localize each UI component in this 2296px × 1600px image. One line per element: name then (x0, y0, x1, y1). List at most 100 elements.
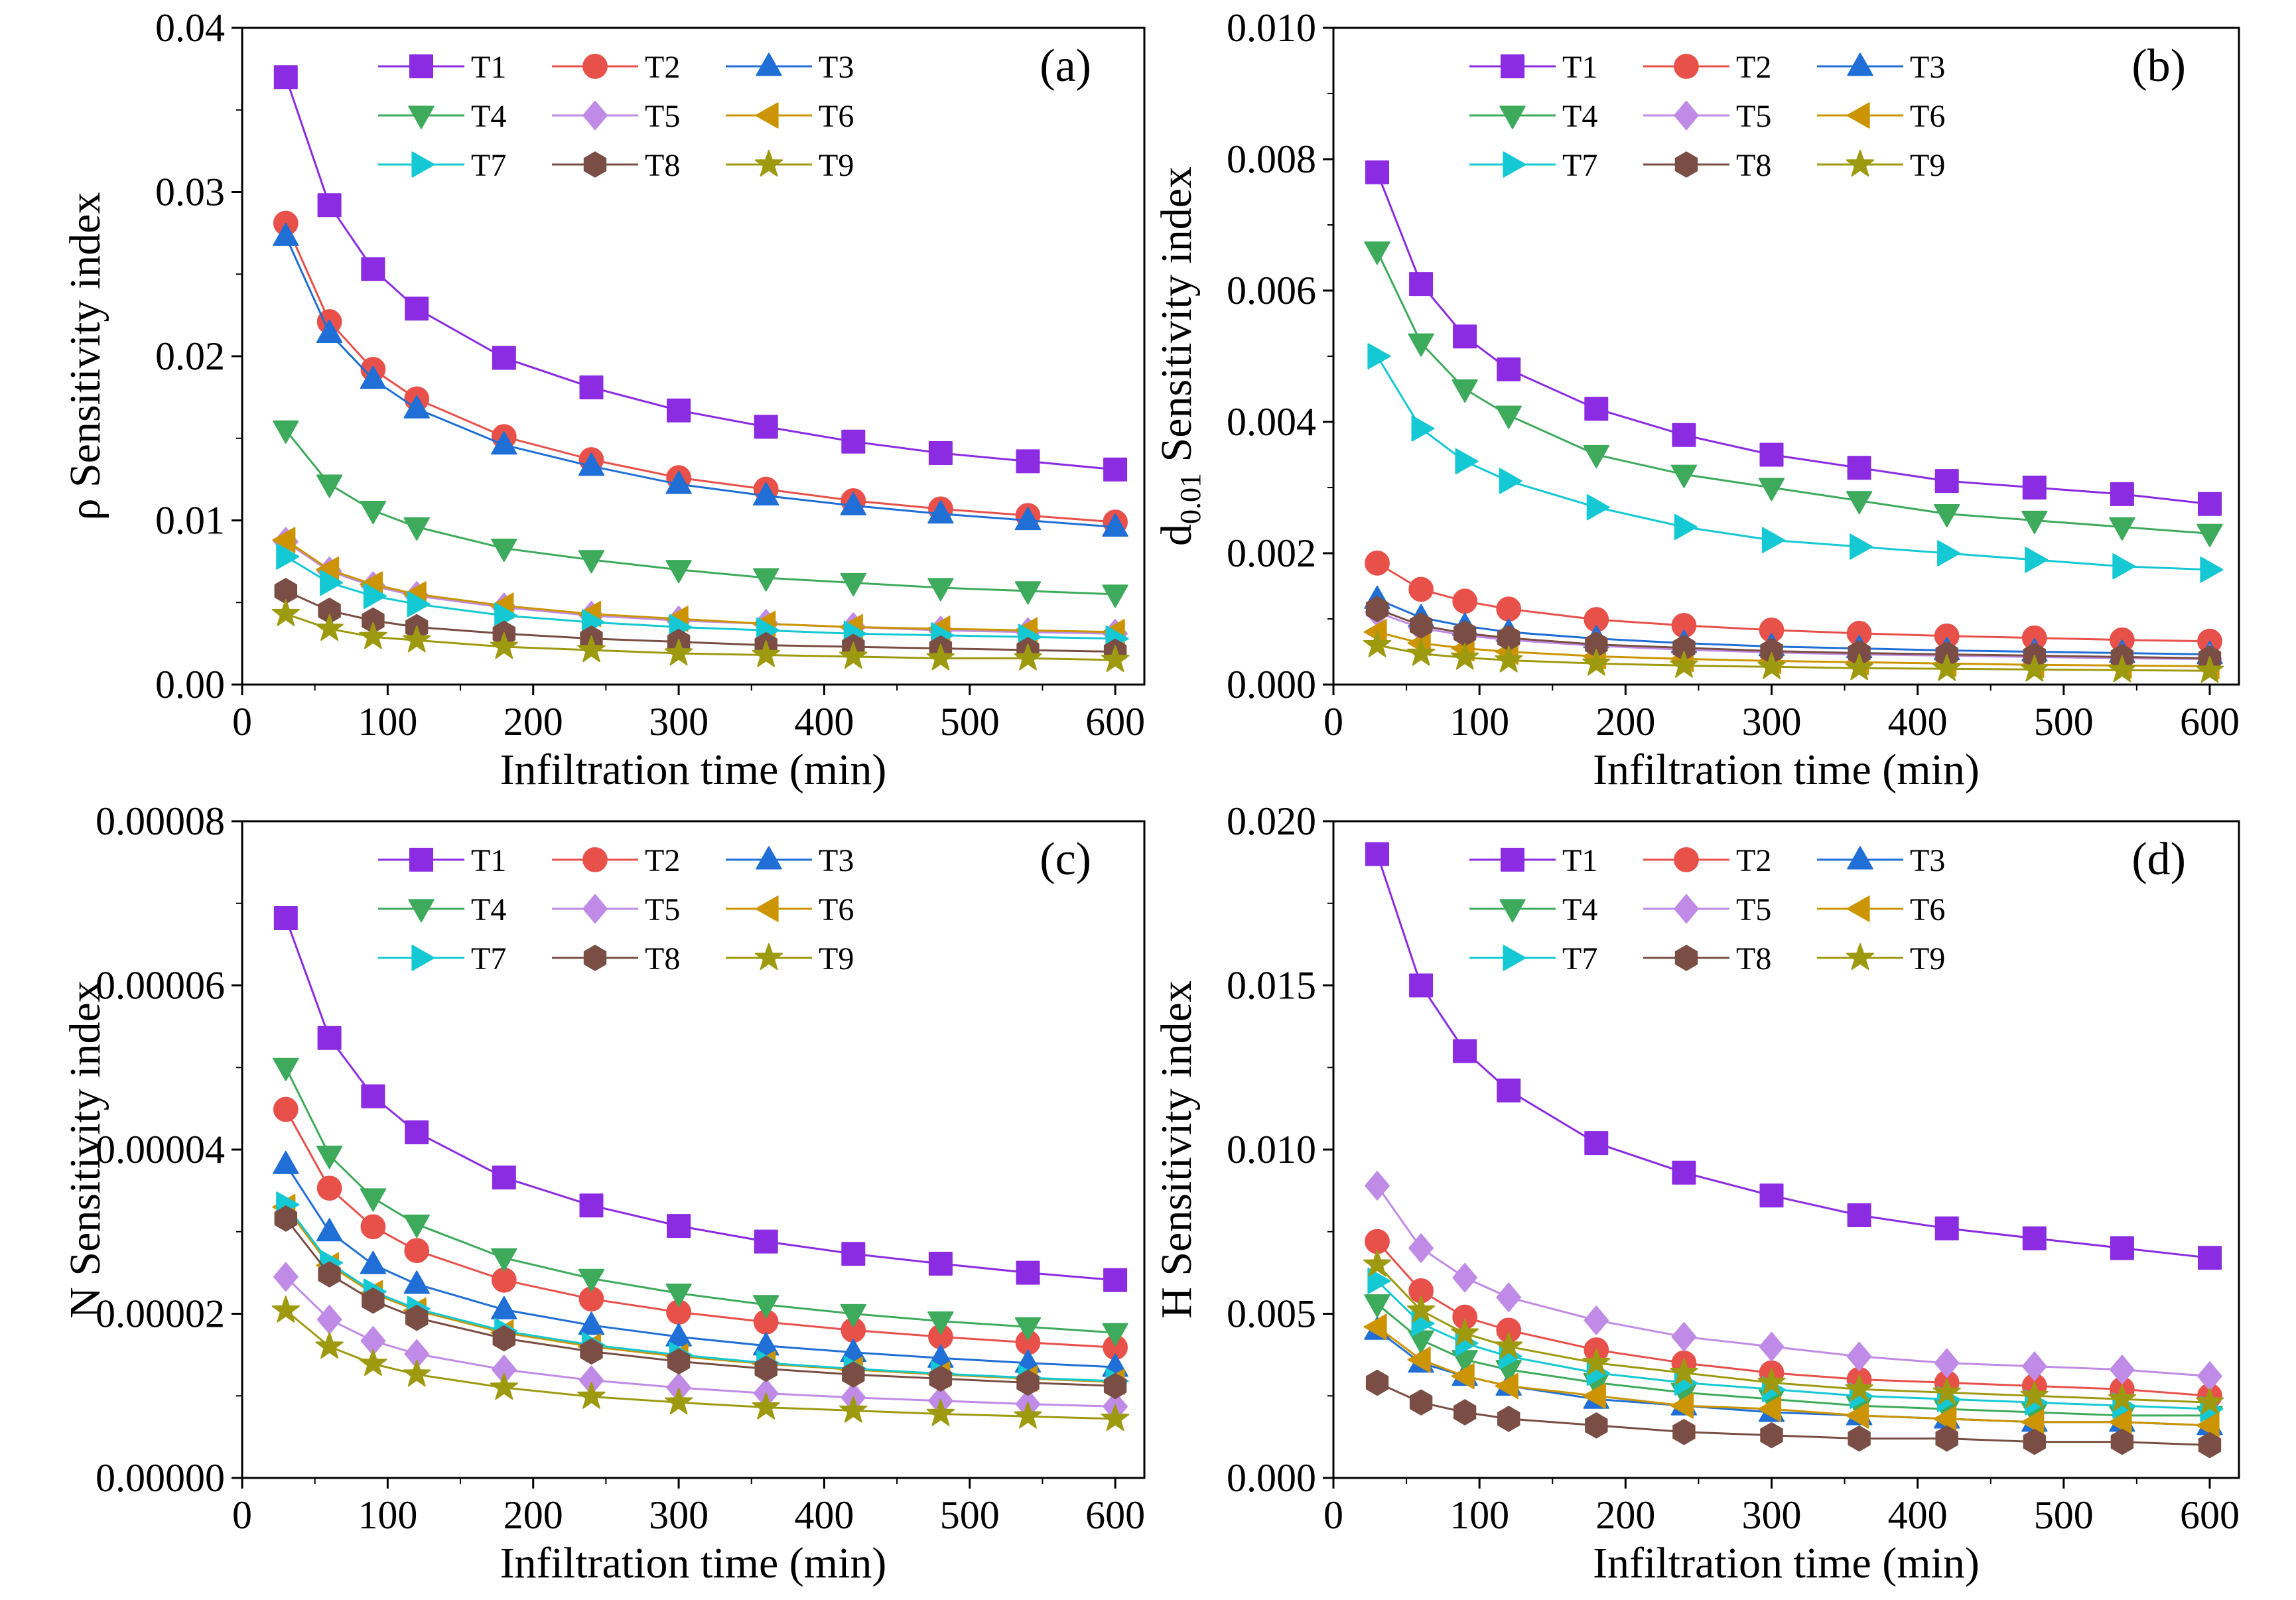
data-point-t9 (1582, 1348, 1611, 1375)
data-point-t3 (316, 319, 343, 343)
legend-marker (411, 151, 435, 178)
legend-entry-t1: T1 (378, 843, 506, 878)
legend-marker (1846, 149, 1875, 177)
legend-entry-t7: T7 (378, 941, 506, 976)
data-point-t7 (1937, 540, 1961, 567)
x-tick-label: 300 (649, 1493, 709, 1537)
data-point-t1 (2110, 1236, 2134, 1260)
data-point-t9 (271, 599, 300, 626)
data-point-t9 (1845, 1374, 1873, 1402)
data-point-t1 (1847, 456, 1871, 480)
data-point-t7 (320, 569, 344, 596)
legend-label: T4 (471, 99, 506, 134)
legend-label: T3 (1910, 50, 1945, 85)
data-point-t9 (1101, 1404, 1130, 1432)
series-t1 (273, 65, 1128, 482)
data-point-t7 (1586, 494, 1610, 521)
data-point-t9 (1363, 630, 1392, 657)
data-point-t1 (361, 1084, 385, 1108)
data-point-t2 (1452, 588, 1477, 614)
legend-label: T8 (645, 941, 680, 976)
data-point-t8 (2198, 1432, 2222, 1459)
data-point-t1 (1103, 457, 1128, 482)
data-point-t7 (363, 582, 387, 610)
data-point-t4 (1364, 241, 1390, 265)
data-point-t8 (1585, 1412, 1608, 1439)
data-point-t4 (578, 550, 605, 574)
data-point-t1 (579, 1193, 604, 1218)
legend-label: T1 (471, 843, 506, 878)
data-point-t9 (271, 1296, 300, 1323)
data-point-t9 (2195, 1387, 2224, 1415)
data-point-t5 (1759, 1331, 1785, 1362)
series-line-t2 (1376, 1240, 2210, 1397)
legend-marker (582, 847, 608, 872)
chart-panel-3: 0 100 200 300 400 500 600 0.00000 0.00002 0.00004… (61, 799, 1146, 1587)
x-tick-label: 600 (2180, 700, 2240, 744)
legend-label: T1 (1562, 843, 1597, 878)
data-point-t6 (1451, 1363, 1475, 1390)
data-point-t4 (1102, 584, 1128, 608)
x-tick-label: 100 (358, 1493, 417, 1537)
legend-marker (582, 100, 608, 131)
y-tick-label: 0.008 (1227, 137, 1316, 181)
data-point-t4 (1583, 444, 1609, 468)
data-point-t9 (1495, 1331, 1523, 1359)
data-point-t7 (1761, 527, 1785, 553)
data-point-t3 (403, 1270, 430, 1294)
legend-label: T7 (471, 148, 506, 183)
legend-label: T2 (1736, 843, 1771, 878)
data-point-t9 (1932, 654, 1961, 681)
legend-marker (1674, 847, 1699, 872)
legend-marker (1847, 846, 1873, 870)
legend-entry-t8: T8 (552, 941, 680, 976)
series-t4 (1364, 1294, 2223, 1430)
data-point-t6 (1670, 1392, 1694, 1419)
y-tick-label: 0.03 (155, 170, 225, 214)
y-tick-label: 0.00004 (96, 1128, 225, 1171)
data-point-t3 (753, 482, 779, 505)
x-tick-label: 500 (2034, 700, 2094, 744)
data-point-t6 (1757, 1396, 1782, 1422)
data-point-t2 (404, 1238, 430, 1264)
data-point-t9 (752, 1392, 780, 1420)
x-tick-label: 400 (1888, 700, 1948, 744)
data-point-t9 (1757, 652, 1786, 679)
data-point-t1 (492, 1166, 516, 1190)
data-point-t6 (1495, 1372, 1519, 1400)
legend-label: T3 (819, 50, 854, 85)
legend-marker (756, 52, 782, 76)
data-point-t4 (2196, 523, 2223, 547)
panel-label: (d) (2131, 834, 2186, 885)
legend-entry-t2: T2 (552, 843, 680, 878)
data-point-t2 (273, 1097, 299, 1122)
legend-label: T8 (1736, 148, 1771, 183)
legend-entry-t1: T1 (1469, 50, 1597, 85)
y-tick-label: 0.00008 (96, 799, 225, 843)
legend-entry-t7: T7 (378, 148, 506, 183)
y-axis-title-text: Sensitivity index (1152, 980, 1201, 1287)
legend: T1 T2 T3 T4 T5 T6 T7 T8 T9 (1469, 50, 1945, 183)
series-t7 (276, 543, 1129, 652)
data-point-t6 (2021, 1409, 2045, 1435)
data-point-t9 (315, 614, 344, 641)
legend-entry-t9: T9 (1817, 148, 1945, 183)
legend-entry-t7: T7 (1469, 941, 1597, 976)
data-point-t6 (272, 527, 296, 553)
legend-marker (1846, 896, 1870, 922)
y-tick-label: 0.00006 (96, 964, 225, 1008)
legend-marker (583, 945, 607, 971)
legend-marker (754, 943, 783, 970)
data-point-t3 (840, 492, 866, 515)
data-point-t3 (360, 1250, 387, 1274)
y-axis-title-symbol: N (61, 1287, 109, 1319)
data-point-t7 (276, 543, 300, 570)
data-point-t9 (359, 1349, 387, 1376)
data-point-t9 (1757, 1368, 1786, 1395)
legend-marker (1674, 945, 1698, 971)
legend-entry-t5: T5 (552, 892, 680, 927)
data-point-t5 (2021, 1351, 2047, 1381)
legend-marker (582, 54, 608, 79)
y-tick-label: 0.00 (155, 663, 225, 706)
data-point-t9 (1932, 1378, 1961, 1405)
